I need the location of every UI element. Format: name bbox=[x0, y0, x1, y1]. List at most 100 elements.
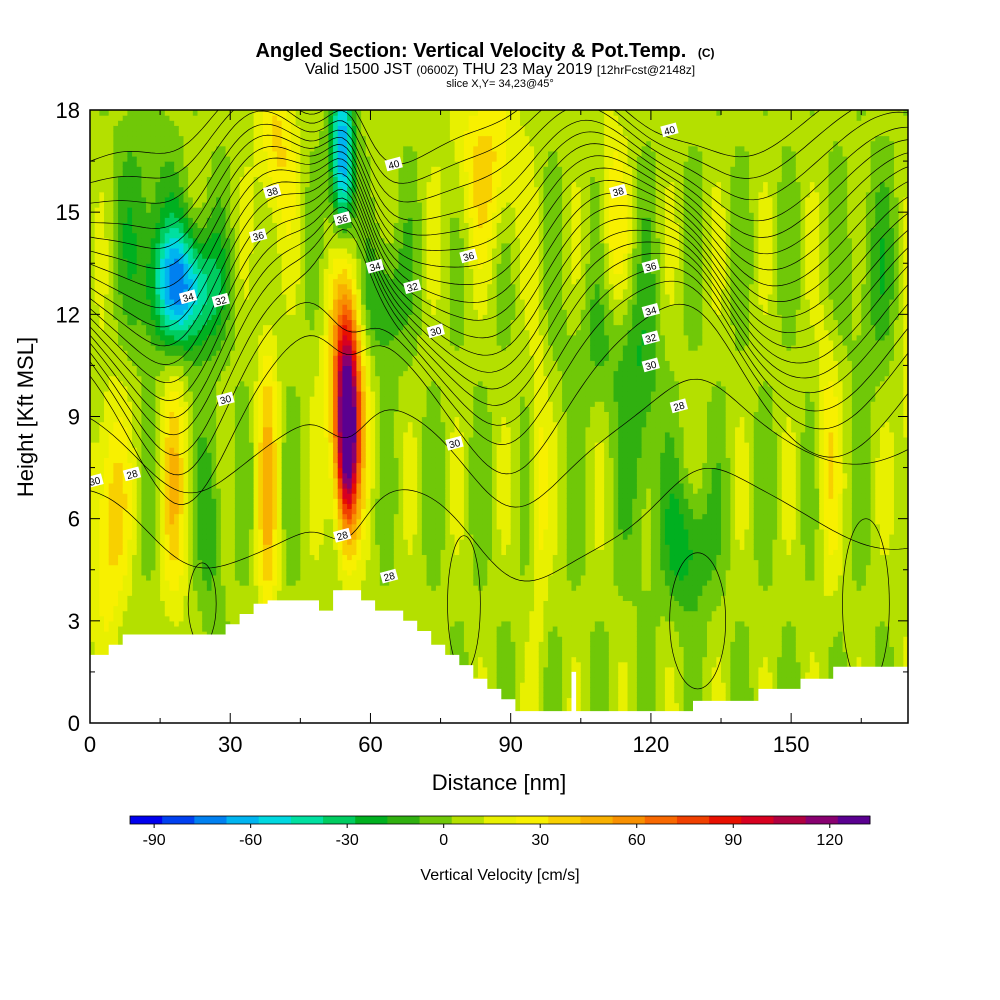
x-tick-label: 120 bbox=[633, 732, 670, 757]
contour-label: 30 bbox=[641, 357, 660, 374]
colorbar-swatch bbox=[516, 816, 549, 824]
contour-label-text: 38 bbox=[266, 186, 280, 200]
theta-contour-line bbox=[90, 197, 908, 401]
contour-label-text: 30 bbox=[429, 326, 443, 340]
contour-label-text: 36 bbox=[252, 230, 266, 244]
colorbar-swatch bbox=[837, 816, 871, 824]
theta-contour-line bbox=[90, 165, 908, 328]
chart-subtitle-slice: slice X,Y= 34,23@45° bbox=[446, 78, 554, 90]
y-tick-label: 3 bbox=[68, 609, 80, 634]
contour-label: 34 bbox=[178, 289, 198, 305]
y-tick-label: 12 bbox=[56, 302, 80, 327]
contour-label: 30 bbox=[426, 323, 445, 340]
contour-label-text: 38 bbox=[612, 186, 626, 200]
colorbar-swatch bbox=[644, 816, 678, 824]
theta-contours bbox=[90, 110, 908, 690]
contour-label: 38 bbox=[263, 183, 282, 200]
colorbar-swatch bbox=[805, 816, 839, 824]
x-tick-label: 60 bbox=[358, 732, 382, 757]
theta-contour-line bbox=[90, 110, 908, 204]
colorbar-tick-label: 0 bbox=[439, 832, 448, 849]
theta-contour-line bbox=[90, 110, 853, 184]
contour-label-text: 30 bbox=[88, 475, 102, 489]
contour-label-text: 40 bbox=[663, 125, 677, 139]
colorbar-swatch bbox=[419, 816, 453, 824]
theta-contour-line bbox=[90, 158, 908, 309]
contour-label: 36 bbox=[641, 258, 660, 275]
colorbar-swatch bbox=[451, 816, 485, 824]
colorbar-swatch bbox=[290, 816, 324, 824]
colorbar-swatch bbox=[194, 816, 228, 824]
colorbar-swatch bbox=[612, 816, 646, 824]
contour-label-text: 32 bbox=[214, 295, 228, 309]
x-axis-label: Distance [nm] bbox=[432, 770, 567, 795]
colorbar-tick-label: -30 bbox=[336, 832, 359, 849]
theta-contour-line bbox=[90, 131, 908, 249]
contour-label-text: 40 bbox=[387, 159, 401, 173]
theta-contour-line bbox=[90, 216, 908, 436]
colorbar-swatch bbox=[580, 816, 614, 824]
y-tick-label: 0 bbox=[68, 711, 80, 736]
contour-label-text: 32 bbox=[644, 332, 658, 346]
contour-label-text: 36 bbox=[336, 213, 350, 227]
theta-contour-line bbox=[90, 229, 908, 456]
contour-label: 36 bbox=[459, 248, 478, 265]
contour-label-text: 34 bbox=[182, 291, 196, 305]
colorbar-swatch bbox=[258, 816, 292, 824]
contour-label-text: 28 bbox=[383, 571, 397, 585]
colorbar-swatch bbox=[162, 816, 195, 824]
chart-title: Angled Section: Vertical Velocity & Pot.… bbox=[255, 40, 714, 62]
colorbar-swatch bbox=[773, 816, 807, 824]
colorbar-tick-label: 90 bbox=[724, 832, 742, 849]
contour-label: 28 bbox=[669, 398, 689, 414]
colorbar-swatch bbox=[548, 816, 581, 824]
contour-label: 30 bbox=[445, 435, 464, 452]
colorbar-swatch bbox=[130, 816, 163, 824]
terrain-mask bbox=[90, 590, 908, 723]
contour-label: 28 bbox=[379, 568, 399, 585]
contour-label-text: 36 bbox=[462, 251, 476, 265]
contour-label: 36 bbox=[249, 228, 268, 244]
colorbar-swatch bbox=[387, 816, 421, 824]
colorbar-swatch bbox=[676, 816, 710, 824]
colorbar-frame bbox=[129, 815, 871, 825]
contour-label-text: 30 bbox=[219, 394, 233, 408]
contour-labels: 40 40 38 38 36 36 36 36 34 34 34 32 32 32 30 30 30 30 30 28… bbox=[88, 122, 689, 585]
theta-contour-line bbox=[90, 181, 908, 365]
x-axis-ticks: 0 30 60 90 120 150 bbox=[84, 110, 862, 757]
y-tick-label: 6 bbox=[68, 507, 80, 532]
colorbar-swatch bbox=[483, 816, 517, 824]
contour-label-text: 36 bbox=[644, 261, 658, 275]
contour-label-text: 30 bbox=[448, 438, 462, 452]
theta-contour-line bbox=[90, 143, 908, 269]
y-axis-label: Height [Kft MSL] bbox=[13, 337, 38, 497]
theta-contour-line bbox=[90, 110, 821, 165]
x-tick-label: 90 bbox=[498, 732, 522, 757]
theta-contour-line bbox=[90, 280, 908, 476]
colorbar-label: Vertical Velocity [cm/s] bbox=[420, 867, 579, 884]
contour-label-text: 28 bbox=[672, 400, 686, 414]
colorbar-tick-label: 120 bbox=[816, 832, 843, 849]
contour-label: 36 bbox=[333, 211, 352, 227]
colorbar-swatch bbox=[709, 816, 742, 824]
colorbar-swatch bbox=[226, 816, 260, 824]
chart-subtitle: Valid 1500 JST (0600Z) THU 23 May 2019 [… bbox=[305, 61, 695, 78]
y-tick-label: 18 bbox=[56, 98, 80, 123]
contour-label: 40 bbox=[660, 122, 679, 139]
contour-label: 32 bbox=[403, 279, 422, 295]
theta-contour-line bbox=[90, 303, 908, 505]
x-tick-label: 0 bbox=[84, 732, 96, 757]
contour-label: 28 bbox=[122, 466, 142, 483]
contour-label-text: 28 bbox=[126, 469, 140, 483]
contour-label: 38 bbox=[608, 183, 628, 200]
contour-label-text: 30 bbox=[644, 360, 658, 374]
y-tick-label: 15 bbox=[56, 200, 80, 225]
title-suffix: (C) bbox=[698, 46, 715, 60]
theta-contour-line bbox=[90, 173, 908, 347]
contour-label: 34 bbox=[641, 303, 660, 319]
contour-label: 32 bbox=[641, 330, 660, 346]
contour-label: 34 bbox=[365, 258, 385, 274]
colorbar-tick-label: -90 bbox=[143, 832, 166, 849]
